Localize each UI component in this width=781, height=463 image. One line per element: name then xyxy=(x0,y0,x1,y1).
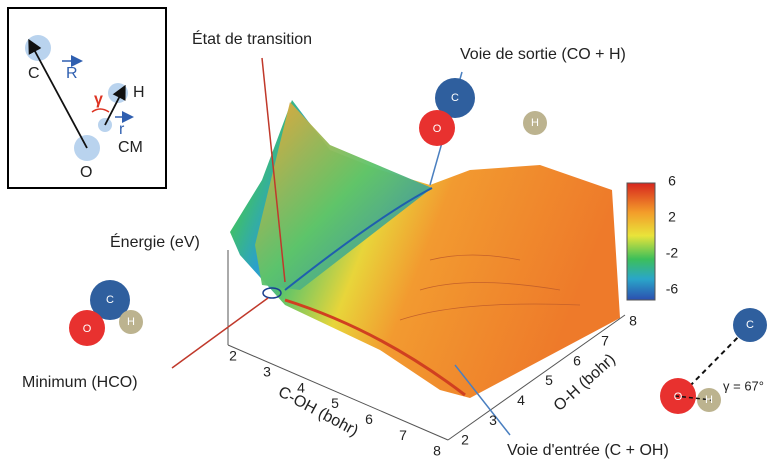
bond xyxy=(674,395,713,401)
tick-label: 2 xyxy=(668,209,676,225)
atom-label: H xyxy=(531,117,539,129)
edge xyxy=(284,298,466,397)
annotation: Voie d'entrée (C + OH) xyxy=(507,442,669,459)
vector xyxy=(104,84,126,126)
annotation: Minimum (HCO) xyxy=(22,374,138,391)
label: CM xyxy=(118,139,143,156)
atom-label: C xyxy=(106,294,114,306)
atom xyxy=(435,78,475,118)
pointer xyxy=(261,57,286,283)
atom xyxy=(419,110,455,146)
tick-label: 2 xyxy=(229,348,237,364)
atom xyxy=(697,388,721,412)
annotation: Énergie (eV) xyxy=(110,232,200,251)
label: R xyxy=(66,65,78,82)
tick-label: 8 xyxy=(433,443,441,459)
atom-label: C xyxy=(451,92,459,104)
annotation: État de transition xyxy=(192,29,312,48)
atom-label: O xyxy=(83,323,92,335)
angle-label: γ = 67° xyxy=(723,378,764,393)
atom-label: C xyxy=(746,319,754,331)
atom xyxy=(69,310,105,346)
tick-label: 2 xyxy=(461,432,469,448)
tick-label: 7 xyxy=(601,333,609,349)
tick-label: 6 xyxy=(365,411,373,427)
pointer xyxy=(454,364,511,436)
bond xyxy=(681,324,751,395)
tick-label: 4 xyxy=(297,379,305,395)
tick-label: 3 xyxy=(263,364,271,380)
axis-line xyxy=(447,314,626,441)
label: O xyxy=(80,164,92,181)
contour xyxy=(399,254,581,321)
axis-line xyxy=(227,344,449,441)
annotation: Voie de sortie (CO + H) xyxy=(460,46,626,63)
angle-arc xyxy=(91,108,110,113)
tick-label: 6 xyxy=(668,173,676,189)
label: H xyxy=(133,84,145,101)
atom-label: O xyxy=(674,391,683,403)
axis-title: C-OH (bohr) xyxy=(275,384,361,440)
atom-label: H xyxy=(127,316,135,328)
tick-label: -2 xyxy=(666,245,679,261)
label: C xyxy=(28,65,40,82)
colorbar xyxy=(626,182,656,301)
minimum-well xyxy=(262,287,282,299)
tick-label: -6 xyxy=(666,281,679,297)
tick-label: 3 xyxy=(489,412,497,428)
tick-label: 5 xyxy=(331,395,339,411)
tick-label: 4 xyxy=(517,392,525,408)
surface-wall xyxy=(255,102,432,290)
tick-label: 6 xyxy=(573,352,581,368)
atom xyxy=(119,310,143,334)
atom xyxy=(90,280,130,320)
valley-line xyxy=(284,187,433,291)
vector xyxy=(28,38,88,149)
pointer xyxy=(171,297,269,369)
atom xyxy=(733,308,767,342)
atom xyxy=(523,111,547,135)
atom-label: O xyxy=(433,123,442,135)
tick-label: 5 xyxy=(545,372,553,388)
tick-label: 8 xyxy=(629,313,637,329)
label: r xyxy=(119,121,125,138)
label: γ xyxy=(94,91,103,108)
tick-label: 7 xyxy=(399,427,407,443)
atom-label: H xyxy=(705,394,713,406)
